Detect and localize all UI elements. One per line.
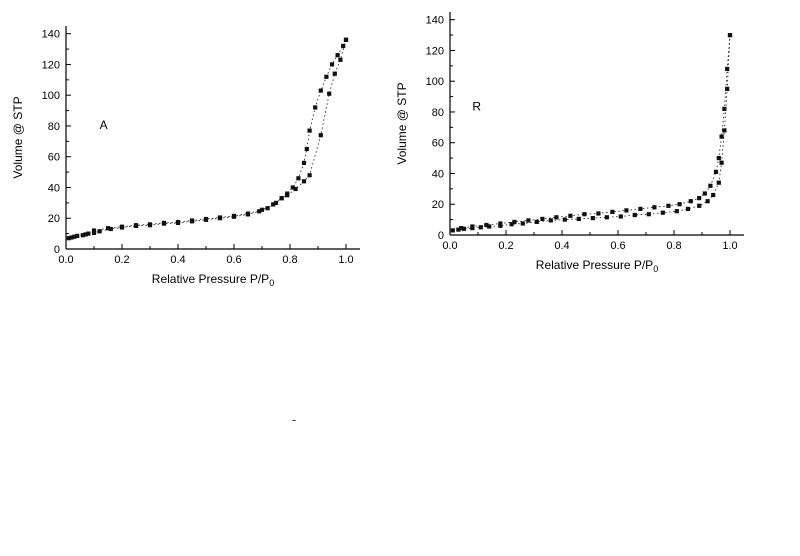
svg-text:40: 40: [432, 168, 444, 180]
isotherm-chart-b: 0.0 0.2 0.4 0.6 0.8 1.0 0 20 40 60 80 100 120 140 R Rel…: [395, 12, 744, 274]
svg-text:0.6: 0.6: [226, 254, 241, 266]
svg-text:140: 140: [42, 29, 60, 41]
svg-text:Relative Pressure P/P0: Relative Pressure P/P0: [152, 272, 274, 288]
svg-text:80: 80: [432, 107, 444, 119]
svg-text:R: R: [472, 99, 481, 113]
svg-text:0.2: 0.2: [114, 254, 129, 266]
svg-text:100: 100: [426, 76, 444, 88]
svg-text:140: 140: [426, 15, 444, 27]
isotherm-panel-b: 0.0 0.2 0.4 0.6 0.8 1.0 0 20 40 60 80 100 120 140 R Rel…: [392, 0, 762, 285]
svg-text:80: 80: [48, 121, 60, 133]
svg-text:40: 40: [48, 182, 60, 194]
svg-text:0.2: 0.2: [498, 240, 513, 252]
isotherm-panel-a: 0.0 0.2 0.4 0.6 0.8 1.0 0 20 40 60 80 100 120 140 A Rel…: [8, 14, 378, 299]
svg-text:0.0: 0.0: [442, 240, 457, 252]
svg-text:Volume @ STP: Volume @ STP: [395, 82, 409, 164]
svg-text:0.0: 0.0: [58, 254, 73, 266]
svg-text:1.0: 1.0: [722, 240, 737, 252]
svg-text:1.0: 1.0: [338, 254, 353, 266]
svg-text:Volume @ STP: Volume @ STP: [11, 96, 25, 178]
svg-text:0.8: 0.8: [666, 240, 681, 252]
svg-text:60: 60: [48, 152, 60, 164]
svg-text:120: 120: [42, 59, 60, 71]
svg-text:Relative Pressure P/P0: Relative Pressure P/P0: [536, 258, 658, 274]
svg-text:0.4: 0.4: [554, 240, 569, 252]
isotherm-chart-a: 0.0 0.2 0.4 0.6 0.8 1.0 0 20 40 60 80 100 120 140 A Rel…: [11, 26, 360, 288]
svg-text:0.6: 0.6: [610, 240, 625, 252]
svg-text:0: 0: [54, 244, 60, 256]
svg-text:20: 20: [432, 199, 444, 211]
svg-text:0.4: 0.4: [170, 254, 185, 266]
svg-text:0.8: 0.8: [282, 254, 297, 266]
svg-text:100: 100: [42, 90, 60, 102]
svg-text:A: A: [100, 118, 108, 132]
svg-text:0: 0: [438, 230, 444, 242]
svg-text:60: 60: [432, 138, 444, 150]
stray-mark: -: [292, 412, 297, 427]
svg-text:120: 120: [426, 45, 444, 57]
svg-text:20: 20: [48, 213, 60, 225]
